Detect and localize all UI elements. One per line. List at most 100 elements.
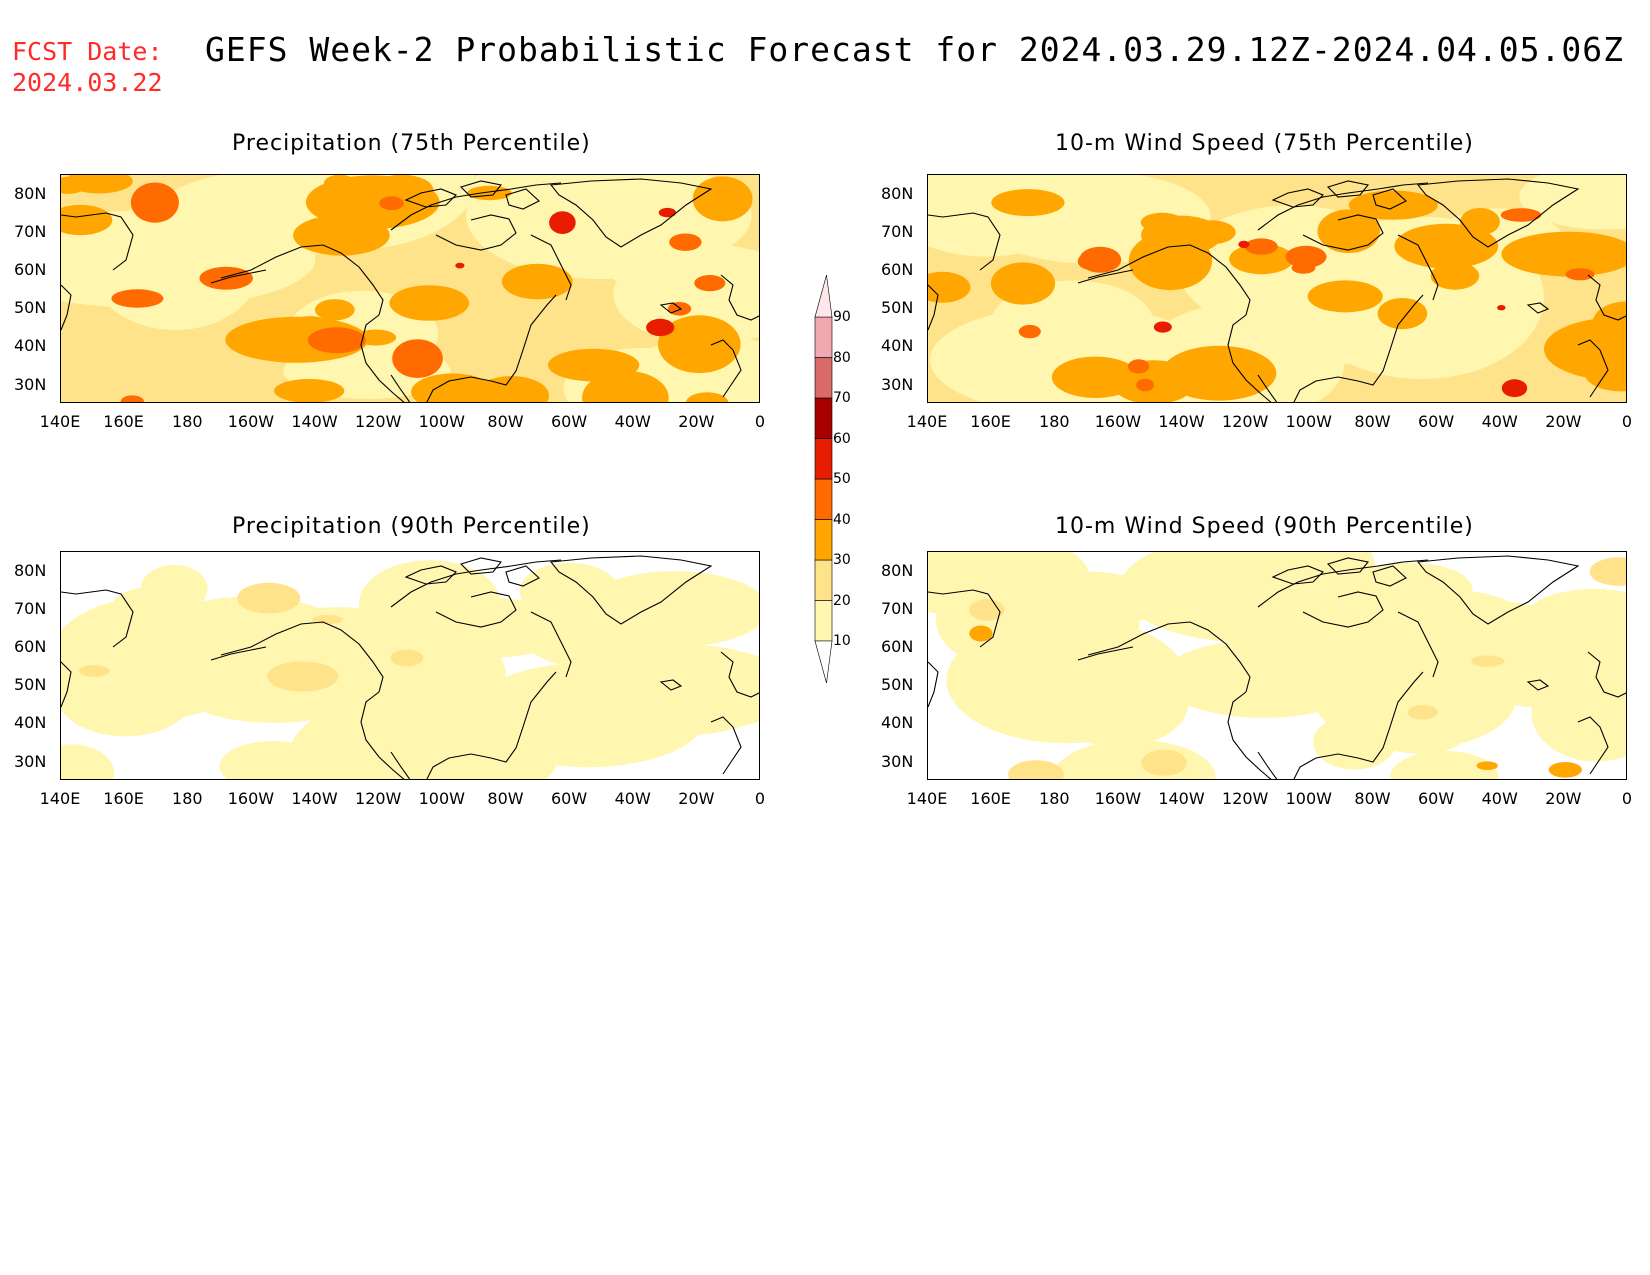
coastline (928, 589, 1001, 648)
prob-contour-region (257, 594, 278, 605)
lon-label: 160W (1094, 789, 1142, 808)
lat-label: 70N (14, 599, 47, 618)
lat-label: 50N (881, 298, 914, 317)
prob-contour-region (379, 196, 404, 211)
coastline (61, 284, 72, 331)
lon-label: 20W (678, 789, 715, 808)
lon-label: 140W (1158, 789, 1205, 808)
prob-contour-region (646, 318, 675, 337)
coastline (720, 651, 759, 698)
prob-contour-region (1501, 231, 1626, 277)
map-wind-75 (927, 174, 1627, 403)
prob-contour-region (1291, 262, 1316, 274)
coastline (505, 565, 540, 587)
prob-contour-region (969, 625, 993, 642)
coastline (1526, 679, 1550, 691)
prob-contour-region (1519, 175, 1626, 230)
prob-contour-region (392, 339, 443, 378)
lon-label: 160W (227, 412, 275, 431)
lat-label: 80N (881, 184, 914, 203)
lat-label: 70N (881, 222, 914, 241)
lon-label: 160E (103, 789, 144, 808)
lon-label: 140E (906, 789, 948, 808)
lon-label: 120W (355, 412, 402, 431)
lon-label: 40W (614, 789, 651, 808)
prob-contour-region (467, 185, 512, 201)
coastline (659, 302, 683, 314)
legend-swatch (814, 316, 833, 358)
coastline (1293, 294, 1424, 402)
lat-label: 30N (881, 375, 914, 394)
lon-label: 20W (678, 412, 715, 431)
panel-title-wind-90: 10-m Wind Speed (90th Percentile) (1055, 514, 1474, 539)
prob-contour-region (219, 741, 326, 779)
coastline (426, 294, 557, 402)
prob-contour-region (352, 670, 519, 719)
prob-contour-region (1394, 223, 1499, 269)
coastline (1326, 557, 1369, 575)
lat-label: 40N (14, 336, 47, 355)
prob-contour-region (1501, 379, 1528, 398)
legend-level-label: 10 (833, 633, 851, 649)
lat-label: 60N (14, 260, 47, 279)
coastline (1077, 269, 1134, 284)
coastline (360, 314, 405, 402)
lat-label: 80N (881, 561, 914, 580)
lon-label: 0 (754, 789, 766, 808)
coastline (1257, 751, 1278, 779)
lon-label: 80W (1354, 789, 1391, 808)
coastline (1526, 302, 1550, 314)
prob-contour-region (991, 189, 1065, 217)
legend-level-label: 70 (833, 390, 851, 406)
lon-label: 100W (1285, 412, 1332, 431)
legend-swatch (814, 519, 833, 561)
coastline (404, 565, 457, 585)
prob-contour-region (685, 392, 729, 402)
prob-contour-region (411, 373, 495, 402)
coastline (220, 621, 384, 693)
prob-contour-region (1548, 762, 1582, 778)
lon-label: 140E (906, 412, 948, 431)
lat-label: 50N (14, 298, 47, 317)
coastline (1293, 671, 1424, 779)
prob-contour-region (267, 661, 339, 692)
prob-contour-region (669, 233, 702, 251)
lat-label: 70N (14, 222, 47, 241)
coastline (390, 751, 411, 779)
prob-contour-region (120, 395, 144, 402)
lon-label: 140E (39, 412, 81, 431)
coastline (928, 284, 939, 331)
lon-label: 120W (355, 789, 402, 808)
prob-contour-region (1136, 378, 1154, 392)
coastline (426, 671, 557, 779)
prob-contour-region (1430, 261, 1480, 290)
legend-top-triangle (814, 275, 833, 318)
prob-contour-region (579, 661, 759, 736)
prob-contour-region (928, 271, 971, 303)
lon-label: 120W (1222, 412, 1269, 431)
legend-swatch (814, 357, 833, 399)
prob-contour-region (1077, 252, 1104, 270)
coastline (435, 591, 517, 628)
lat-label: 80N (14, 561, 47, 580)
prob-contour-region (667, 302, 692, 316)
fcst-date-value: 2024.03.22 (12, 68, 163, 97)
coastline (530, 234, 572, 301)
prob-contour-region (1051, 186, 1169, 259)
legend-swatch (814, 438, 833, 480)
prob-contour-region (694, 275, 726, 292)
map-wind-90 (927, 551, 1627, 780)
prob-contour-region (389, 285, 470, 321)
lon-label: 60W (551, 412, 588, 431)
coastline (1227, 314, 1272, 402)
prob-contour-region (501, 263, 573, 300)
legend-swatch (814, 559, 833, 601)
coastline (1257, 374, 1278, 402)
lon-label: 0 (754, 412, 766, 431)
lat-label: 60N (881, 260, 914, 279)
prob-contour-region (519, 596, 651, 668)
panel-title-precip-90: Precipitation (90th Percentile) (232, 514, 591, 539)
lon-label: 60W (1418, 412, 1455, 431)
lon-label: 180 (1039, 412, 1070, 431)
prob-contour-region (455, 262, 465, 269)
